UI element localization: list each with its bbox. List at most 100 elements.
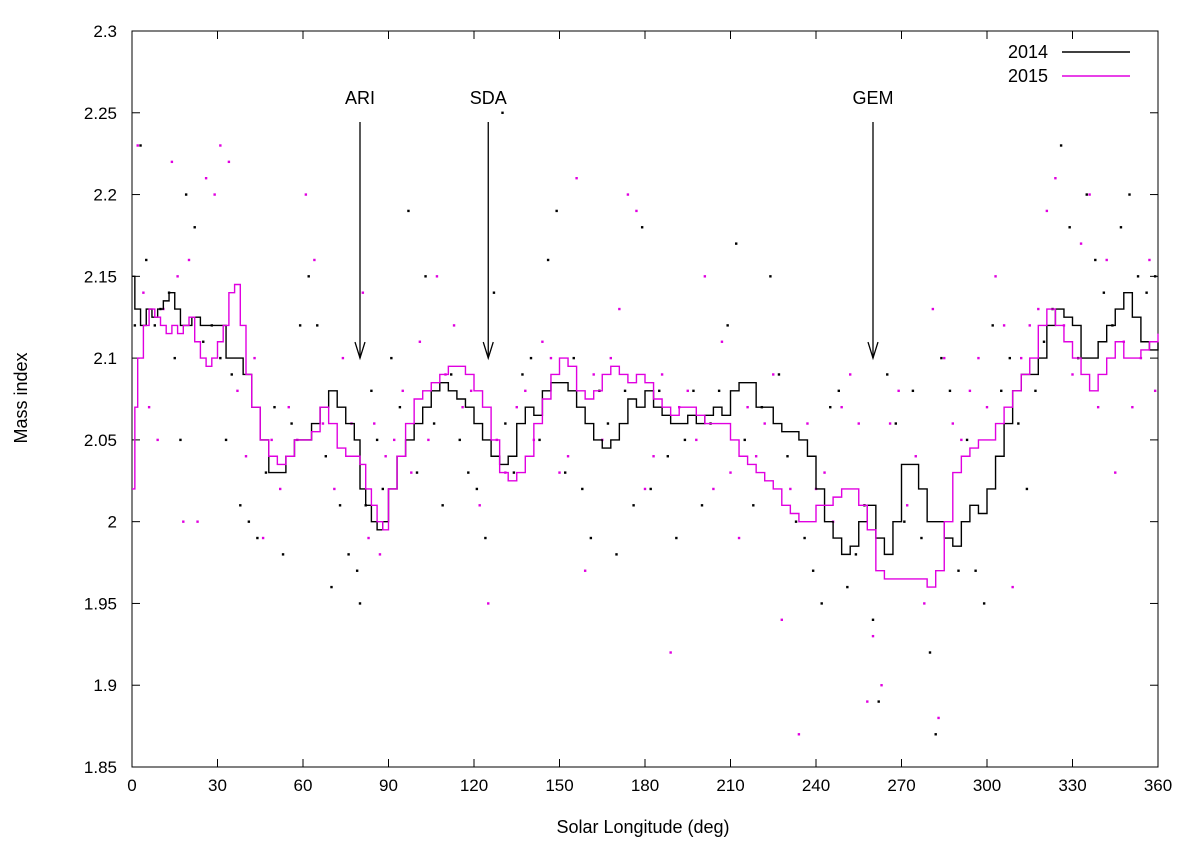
scatter-point-2015 <box>196 520 199 523</box>
scatter-point-2015 <box>914 455 917 458</box>
scatter-point-2015 <box>244 455 248 458</box>
scatter-point-2015 <box>1096 405 1100 409</box>
y-tick-label: 2.1 <box>93 349 117 368</box>
scatter-point-2015 <box>737 536 741 540</box>
series-layer <box>132 275 1159 588</box>
scatter-point-2015 <box>515 405 518 409</box>
annotation-arrowhead-gem <box>867 341 879 361</box>
scatter-point-2014 <box>375 438 379 442</box>
scatter-point-2014 <box>370 389 373 393</box>
annotation-label-gem: GEM <box>852 88 893 108</box>
scatter-point-2015 <box>378 553 382 556</box>
x-tick-label: 330 <box>1058 776 1086 795</box>
scatter-point-2014 <box>219 356 222 360</box>
scatter-point-2014 <box>846 585 849 589</box>
scatter-point-2014 <box>1153 275 1157 278</box>
series-line-2015 <box>132 283 1159 588</box>
x-tick-label: 300 <box>973 776 1001 795</box>
scatter-point-2015 <box>361 291 365 294</box>
scatter-point-2015 <box>1037 307 1040 311</box>
scatter-point-2014 <box>615 553 618 556</box>
scatter-point-2015 <box>341 356 345 360</box>
scatter-point-2015 <box>313 258 316 262</box>
y-tick-label: 2.2 <box>93 186 117 205</box>
scatter-point-2014 <box>307 275 310 278</box>
scatter-point-2014 <box>811 569 815 572</box>
scatter-point-2014 <box>1119 226 1123 229</box>
x-tick-label: 180 <box>631 776 659 795</box>
scatter-point-2015 <box>977 356 980 360</box>
legend-label-2015: 2015 <box>1008 66 1048 86</box>
scatter-point-2015 <box>806 422 809 425</box>
scatter-point-2014 <box>564 471 567 474</box>
scatter-point-2015 <box>478 504 481 507</box>
y-tick-label: 2.3 <box>93 22 117 41</box>
scatter-point-2015 <box>176 275 179 278</box>
scatter-point-2014 <box>330 585 333 589</box>
scatter-point-2015 <box>227 160 231 164</box>
scatter-point-2015 <box>960 438 963 442</box>
scatter-point-2015 <box>461 405 464 409</box>
y-tick-label: 2.15 <box>84 267 117 286</box>
annotation-label-sda: SDA <box>470 88 507 108</box>
scatter-point-2014 <box>854 553 858 556</box>
scatter-point-2014 <box>501 111 504 114</box>
scatter-point-2015 <box>418 340 422 343</box>
scatter-point-2015 <box>968 389 972 393</box>
scatter-point-2014 <box>432 422 436 425</box>
scatter-point-2014 <box>458 438 461 442</box>
scatter-point-2014 <box>683 438 687 442</box>
y-tick-label: 1.95 <box>84 594 117 613</box>
scatter-point-2015 <box>435 275 439 278</box>
scatter-point-2014 <box>581 487 584 491</box>
scatter-point-2014 <box>786 455 789 458</box>
scatter-point-2015 <box>763 422 766 425</box>
scatter-point-2014 <box>666 455 669 458</box>
x-tick-label: 360 <box>1144 776 1172 795</box>
scatter-point-2014 <box>224 438 228 442</box>
scatter-point-2014 <box>1025 487 1029 491</box>
x-axis-label: Solar Longitude (deg) <box>556 817 729 837</box>
scatter-point-2014 <box>316 324 319 327</box>
scatter-point-2015 <box>943 356 946 360</box>
scatter-point-2015 <box>410 471 413 474</box>
scatter-point-2014 <box>871 618 875 621</box>
scatter-point-2015 <box>985 405 989 409</box>
scatter-point-2015 <box>182 520 185 523</box>
scatter-point-2014 <box>692 389 695 393</box>
scatter-point-2015 <box>592 373 595 376</box>
scatter-point-2014 <box>886 373 889 376</box>
scatter-point-2014 <box>940 356 943 360</box>
x-tick-label: 150 <box>545 776 573 795</box>
scatter-point-2014 <box>769 275 772 278</box>
scatter-point-2014 <box>606 422 610 425</box>
scatter-point-2015 <box>147 405 151 409</box>
scatter-point-2015 <box>994 275 997 278</box>
scatter-point-2014 <box>777 373 781 376</box>
scatter-point-2014 <box>467 471 470 474</box>
scatter-point-2014 <box>965 438 969 442</box>
scatter-point-2015 <box>635 209 638 213</box>
scatter-point-2014 <box>338 504 342 507</box>
scatter-point-2015 <box>849 373 852 376</box>
scatter-point-2015 <box>1054 177 1057 180</box>
scatter-point-2014 <box>193 226 196 229</box>
scatter-point-2014 <box>133 324 137 327</box>
scatter-point-2014 <box>649 487 652 491</box>
annotation-layer: ARI SDA GEM <box>345 88 894 361</box>
scatter-point-2015 <box>643 487 647 491</box>
scatter-point-2014 <box>247 520 251 523</box>
scatter-point-2015 <box>1079 242 1083 245</box>
scatter-point-2015 <box>170 160 174 164</box>
scatter-point-2015 <box>1002 324 1006 327</box>
scatter-point-2015 <box>789 487 792 491</box>
annotation-arrowhead-ari <box>354 341 366 361</box>
scatter-point-2015 <box>253 356 256 360</box>
scatter-point-2015 <box>1020 356 1023 360</box>
scatter-point-2014 <box>572 356 575 360</box>
scatter-point-2014 <box>347 553 350 556</box>
scatter-point-2014 <box>139 144 142 147</box>
scatter-point-2014 <box>717 389 721 393</box>
scatter-point-2014 <box>820 602 823 605</box>
